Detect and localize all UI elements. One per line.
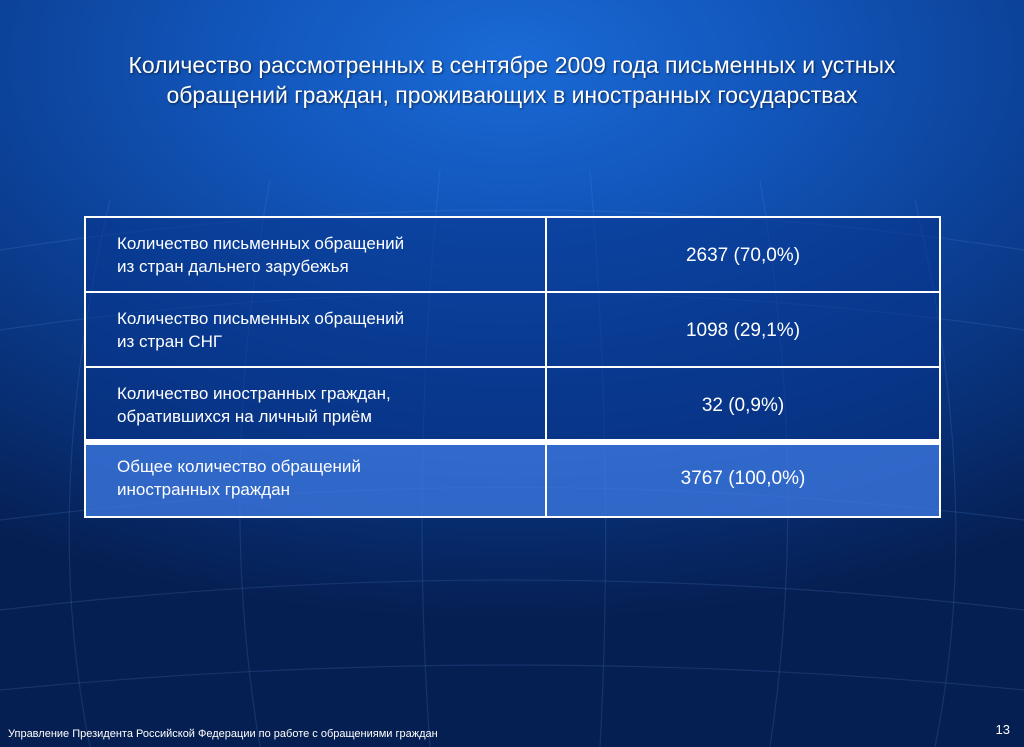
table-row: Количество иностранных граждан, обративш… [84, 366, 941, 443]
footer-organization: Управление Президента Российской Федерац… [8, 728, 438, 740]
row-label-line: Количество иностранных граждан, [117, 384, 391, 403]
row-label-line: Количество письменных обращений [117, 309, 405, 328]
slide-title: Количество рассмотренных в сентябре 2009… [60, 50, 964, 110]
row-label: Общее количество обращений иностранных г… [84, 439, 547, 518]
statistics-table: Количество письменных обращений из стран… [84, 216, 941, 518]
row-label-line: иностранных граждан [117, 480, 290, 499]
row-label: Количество письменных обращений из стран… [84, 216, 547, 293]
row-label: Количество письменных обращений из стран… [84, 291, 547, 368]
row-label-line: из стран дальнего зарубежья [117, 257, 349, 276]
page-number: 13 [995, 722, 1010, 737]
row-value: 2637 (70,0%) [545, 216, 941, 293]
slide-title-line-2: обращений граждан, проживающих в иностра… [166, 82, 858, 108]
table-row: Количество письменных обращений из стран… [84, 291, 941, 368]
row-value: 32 (0,9%) [545, 366, 941, 443]
row-label: Количество иностранных граждан, обративш… [84, 366, 547, 443]
slide-title-line-1: Количество рассмотренных в сентябре 2009… [128, 52, 896, 78]
row-label-line: обратившихся на личный приём [117, 407, 372, 426]
table-row: Количество письменных обращений из стран… [84, 216, 941, 293]
row-label-line: из стран СНГ [117, 332, 223, 351]
row-value: 3767 (100,0%) [545, 439, 941, 518]
row-label-line: Общее количество обращений [117, 457, 361, 476]
row-value: 1098 (29,1%) [545, 291, 941, 368]
row-label-line: Количество письменных обращений [117, 234, 405, 253]
table-row-total: Общее количество обращений иностранных г… [84, 439, 941, 518]
